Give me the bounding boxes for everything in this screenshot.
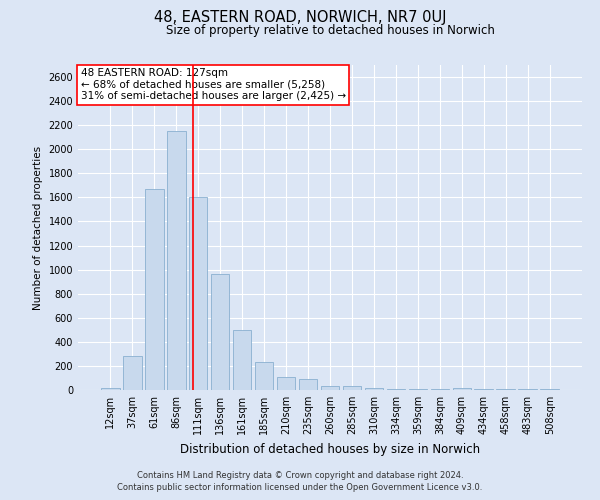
Y-axis label: Number of detached properties: Number of detached properties xyxy=(33,146,43,310)
Bar xyxy=(189,198,208,390)
Bar xyxy=(167,131,185,390)
Bar xyxy=(343,386,361,390)
Bar xyxy=(123,356,142,390)
Bar xyxy=(386,389,405,390)
Bar xyxy=(233,330,251,390)
Bar xyxy=(255,362,274,390)
X-axis label: Distribution of detached houses by size in Norwich: Distribution of detached houses by size … xyxy=(180,442,480,456)
Bar xyxy=(299,379,317,390)
Title: Size of property relative to detached houses in Norwich: Size of property relative to detached ho… xyxy=(166,24,494,38)
Bar xyxy=(320,386,340,390)
Bar xyxy=(277,377,295,390)
Bar xyxy=(365,388,383,390)
Bar xyxy=(101,388,119,390)
Text: 48 EASTERN ROAD: 127sqm
← 68% of detached houses are smaller (5,258)
31% of semi: 48 EASTERN ROAD: 127sqm ← 68% of detache… xyxy=(80,68,346,102)
Text: Contains HM Land Registry data © Crown copyright and database right 2024.
Contai: Contains HM Land Registry data © Crown c… xyxy=(118,471,482,492)
Bar xyxy=(211,274,229,390)
Bar xyxy=(145,189,164,390)
Bar xyxy=(452,388,471,390)
Text: 48, EASTERN ROAD, NORWICH, NR7 0UJ: 48, EASTERN ROAD, NORWICH, NR7 0UJ xyxy=(154,10,446,25)
